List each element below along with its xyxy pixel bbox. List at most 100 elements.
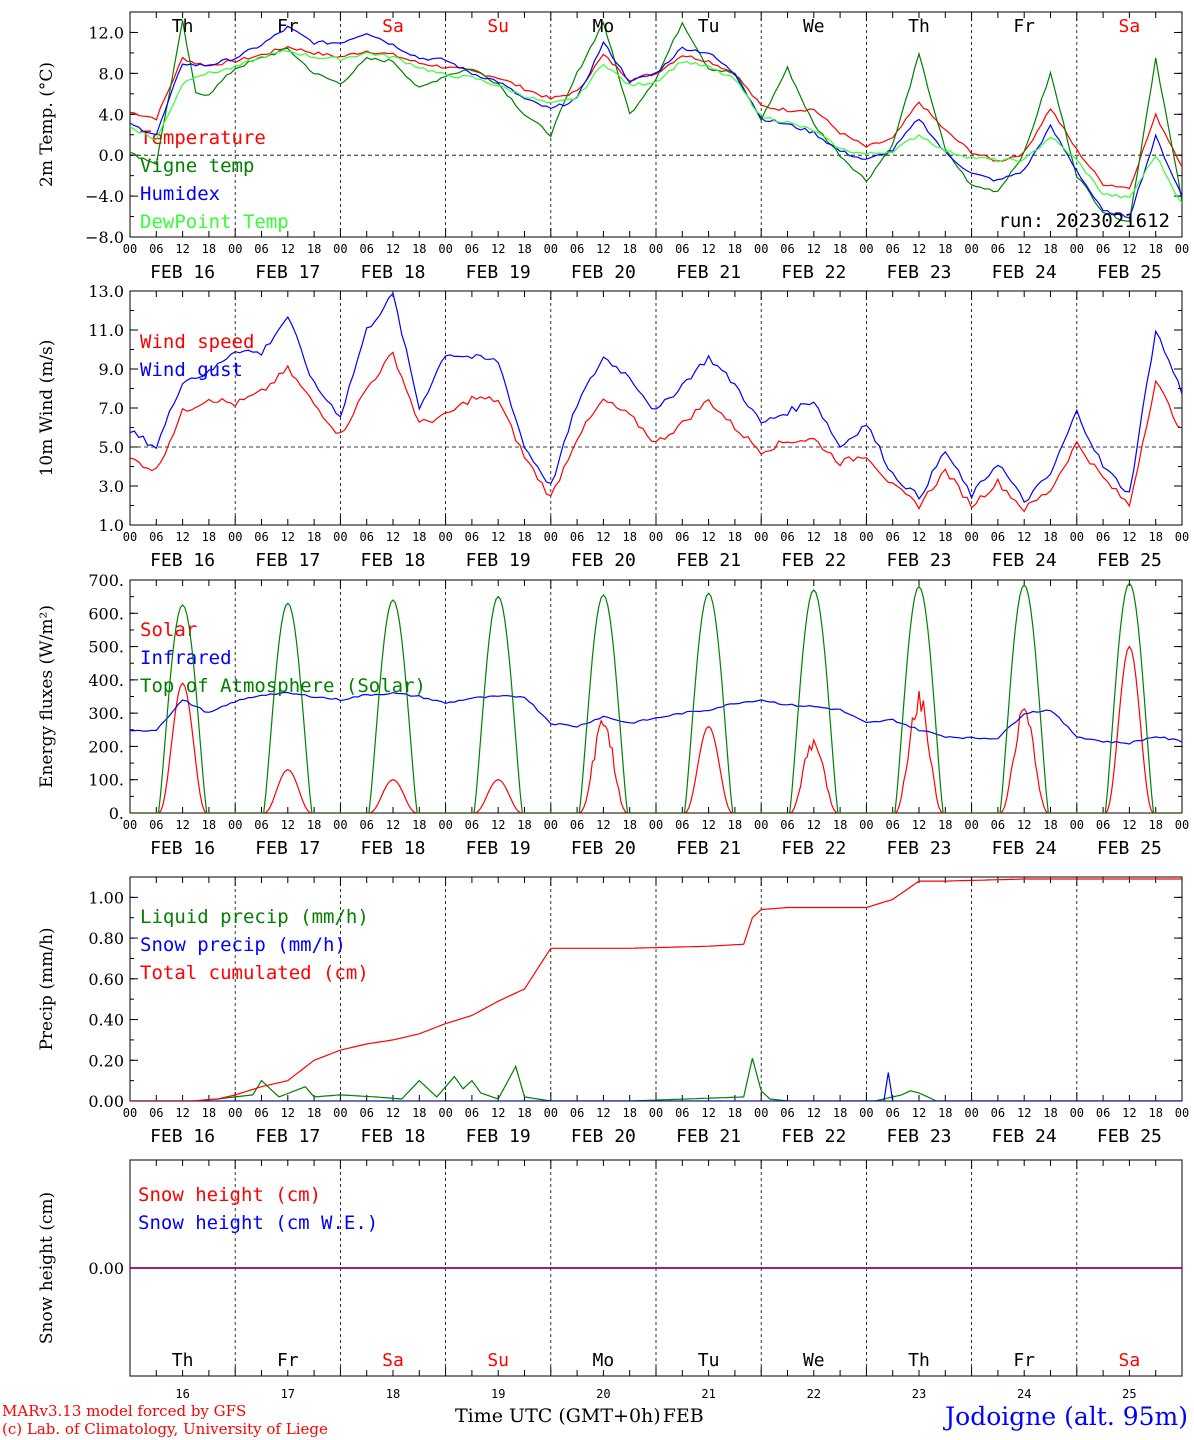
hour-label: 06 <box>465 530 479 544</box>
hour-label: 00 <box>649 242 663 256</box>
hour-label: 18 <box>202 1106 216 1120</box>
hour-label: 12 <box>1122 1106 1136 1120</box>
hour-label: 00 <box>964 242 978 256</box>
day-of-week-label: Fr <box>1013 1350 1035 1371</box>
y-tick-label: 0.0 <box>99 146 124 165</box>
series-line-liquid-precip-mm-h- <box>130 1058 1182 1101</box>
hour-label: 18 <box>938 530 952 544</box>
hour-label: 00 <box>754 242 768 256</box>
series-line-humidex <box>130 25 1182 219</box>
hour-label: 12 <box>175 530 189 544</box>
day-of-week-label: Th <box>172 16 194 37</box>
series-line-temperature <box>130 45 1182 190</box>
legend-snow-height-cm-w-e-: Snow height (cm W.E.) <box>138 1212 378 1234</box>
y-tick-label: 7.0 <box>99 399 124 418</box>
y-tick-label: 5.0 <box>99 438 124 457</box>
date-label: FEB 25 <box>1097 1126 1162 1147</box>
hour-label: 06 <box>149 530 163 544</box>
hour-label: 00 <box>964 818 978 832</box>
hour-label: 00 <box>333 818 347 832</box>
day-number-label: 25 <box>1122 1387 1136 1401</box>
hour-label: 12 <box>491 818 505 832</box>
hour-label: 00 <box>649 818 663 832</box>
hour-label: 06 <box>780 1106 794 1120</box>
y-tick-label: 700. <box>88 571 124 590</box>
y-tick-label: 600. <box>88 604 124 623</box>
hour-label: 18 <box>307 1106 321 1120</box>
day-number-label: 20 <box>596 1387 610 1401</box>
day-of-week-label: Th <box>908 1350 930 1371</box>
date-label: FEB 18 <box>360 1126 425 1147</box>
hour-label: 00 <box>228 1106 242 1120</box>
hour-label: 00 <box>123 530 137 544</box>
panel-5: 0.00 Snow height (cm) Snow height (cm) Snow… <box>37 1159 1183 1401</box>
hour-label: 06 <box>465 242 479 256</box>
hour-label: 18 <box>307 818 321 832</box>
y-axis-label: Precip (mm/h) <box>37 927 57 1050</box>
hour-label: 00 <box>859 1106 873 1120</box>
day-of-week-label: Su <box>487 16 509 37</box>
hour-label: 06 <box>359 1106 373 1120</box>
hour-label: 18 <box>938 1106 952 1120</box>
y-tick-label: 0.40 <box>88 1011 124 1030</box>
axis-month: FEB <box>662 1405 704 1427</box>
credit-line: (c) Lab. of Climatology, University of L… <box>2 1420 328 1438</box>
day-of-week-label: Mo <box>593 1350 615 1371</box>
y-tick-label: −8.0 <box>85 228 124 247</box>
y-tick-label: 3.0 <box>99 477 124 496</box>
y-axis-label: Snow height (cm) <box>37 1192 57 1344</box>
hour-label: 12 <box>912 530 926 544</box>
hour-label: 18 <box>517 530 531 544</box>
hour-label: 06 <box>149 818 163 832</box>
plot-frame <box>129 11 1183 238</box>
y-tick-label: 1.00 <box>88 888 124 907</box>
day-of-week-label: Sa <box>1119 1350 1141 1371</box>
hour-label: 18 <box>728 242 742 256</box>
hour-label: 18 <box>728 530 742 544</box>
hour-label: 06 <box>780 242 794 256</box>
hour-label: 06 <box>149 1106 163 1120</box>
hour-label: 12 <box>1122 530 1136 544</box>
date-label: FEB 23 <box>886 1126 951 1147</box>
hour-label: 06 <box>359 530 373 544</box>
hour-label: 18 <box>412 1106 426 1120</box>
date-label: FEB 20 <box>571 838 636 859</box>
hour-label: 18 <box>1043 242 1057 256</box>
legend-total-cumulated-cm-: Total cumulated (cm) <box>140 962 369 984</box>
hour-label: 00 <box>754 818 768 832</box>
hour-label: 00 <box>1175 530 1189 544</box>
date-label: FEB 19 <box>466 550 531 571</box>
hour-label: 18 <box>833 1106 847 1120</box>
y-tick-label: 0. <box>109 804 124 823</box>
date-label: FEB 22 <box>781 262 846 283</box>
y-tick-label: 0.20 <box>88 1051 124 1070</box>
hour-label: 06 <box>570 818 584 832</box>
hour-label: 06 <box>254 1106 268 1120</box>
hour-label: 12 <box>596 818 610 832</box>
hour-label: 06 <box>1096 818 1110 832</box>
y-tick-label: 0.00 <box>88 1259 124 1278</box>
legend-wind-gust: Wind gust <box>140 359 243 381</box>
date-label: FEB 21 <box>676 838 741 859</box>
hour-label: 18 <box>412 818 426 832</box>
hour-label: 18 <box>622 818 636 832</box>
hour-label: 12 <box>807 1106 821 1120</box>
hour-label: 18 <box>833 818 847 832</box>
legend-dewpoint-temp: DewPoint Temp <box>140 211 289 233</box>
date-label: FEB 24 <box>992 262 1057 283</box>
hour-label: 00 <box>544 242 558 256</box>
date-label: FEB 20 <box>571 262 636 283</box>
date-label: FEB 18 <box>360 838 425 859</box>
hour-label: 12 <box>1017 530 1031 544</box>
x-axis-title: Time UTC (GMT+0h) FEB <box>455 1405 704 1427</box>
date-label: FEB 18 <box>360 550 425 571</box>
hour-label: 18 <box>1148 530 1162 544</box>
hour-label: 00 <box>544 818 558 832</box>
day-of-week-label: Fr <box>277 1350 299 1371</box>
date-label: FEB 19 <box>466 1126 531 1147</box>
day-number-label: 18 <box>386 1387 400 1401</box>
date-label: FEB 23 <box>886 838 951 859</box>
hour-label: 18 <box>622 242 636 256</box>
date-label: FEB 16 <box>150 1126 215 1147</box>
hour-label: 06 <box>359 242 373 256</box>
